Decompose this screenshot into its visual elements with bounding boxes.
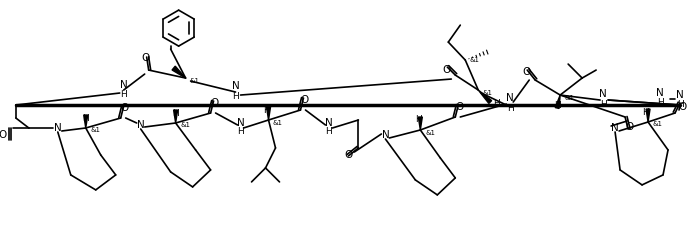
Text: N: N: [599, 89, 607, 99]
Polygon shape: [174, 110, 178, 123]
Text: O: O: [345, 150, 352, 160]
Text: H: H: [237, 128, 244, 137]
Text: H: H: [172, 109, 179, 118]
Text: O: O: [625, 122, 633, 132]
Text: O: O: [300, 95, 309, 105]
Text: &1: &1: [469, 57, 480, 63]
Text: N: N: [120, 80, 127, 90]
Text: O: O: [210, 98, 219, 108]
Text: H: H: [82, 114, 89, 123]
Text: N: N: [237, 118, 244, 128]
Text: &1: &1: [190, 78, 199, 84]
Text: O: O: [120, 103, 129, 113]
Text: N: N: [232, 81, 239, 91]
Text: O: O: [0, 130, 7, 140]
Text: &1: &1: [273, 120, 282, 126]
Text: &1: &1: [426, 130, 435, 136]
Text: H: H: [554, 100, 561, 109]
Text: H: H: [657, 97, 664, 106]
Text: N: N: [676, 90, 684, 100]
Text: H: H: [263, 105, 270, 114]
Text: &1: &1: [564, 95, 574, 101]
Text: H: H: [233, 91, 239, 100]
Text: H: H: [600, 100, 606, 109]
Text: O: O: [455, 102, 464, 112]
Text: N: N: [137, 120, 145, 130]
Polygon shape: [84, 115, 88, 128]
Text: O: O: [678, 102, 686, 112]
Text: O: O: [442, 65, 450, 75]
Polygon shape: [266, 107, 271, 120]
Text: &1: &1: [91, 127, 101, 133]
Text: &1: &1: [482, 90, 492, 96]
Polygon shape: [172, 66, 185, 78]
Polygon shape: [646, 109, 650, 122]
Text: N: N: [325, 118, 332, 128]
Text: &1: &1: [181, 122, 190, 128]
Text: H: H: [325, 128, 332, 137]
Polygon shape: [555, 95, 560, 109]
Polygon shape: [419, 117, 422, 130]
Text: O: O: [522, 67, 530, 77]
Text: H: H: [493, 99, 500, 108]
Text: H: H: [641, 108, 648, 117]
Text: N: N: [656, 88, 664, 98]
Text: N: N: [381, 130, 390, 140]
Text: N: N: [611, 123, 619, 133]
Text: &1: &1: [652, 121, 662, 127]
Text: N: N: [507, 93, 514, 103]
Polygon shape: [478, 90, 491, 103]
Text: O: O: [142, 53, 149, 63]
Text: H: H: [677, 100, 684, 109]
Text: N: N: [54, 123, 62, 133]
Text: H: H: [507, 104, 513, 113]
Text: H: H: [120, 90, 127, 99]
Text: H: H: [415, 115, 421, 124]
